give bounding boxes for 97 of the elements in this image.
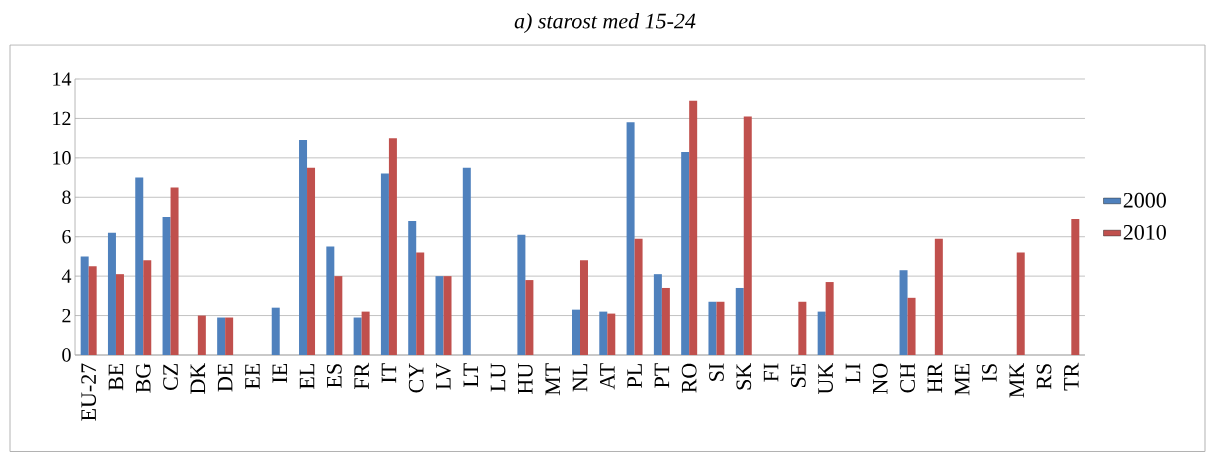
bar [408, 220, 417, 355]
x-tick-label: BE [108, 363, 124, 391]
bar [326, 246, 335, 355]
bar [798, 301, 807, 355]
bar [388, 138, 397, 355]
bar [907, 297, 916, 355]
bar [462, 167, 471, 355]
y-tick-label: 0 [62, 348, 71, 362]
y-tick-label: 8 [62, 190, 71, 205]
bar [708, 301, 717, 355]
bar [307, 167, 316, 355]
x-tick-label: PL [627, 364, 642, 388]
bar [80, 256, 89, 355]
x-tick-label: LI [845, 363, 861, 383]
x-tick-label: FR [354, 362, 369, 390]
x-tick-label: SI [709, 363, 724, 381]
bar [743, 116, 752, 355]
bar [517, 234, 526, 355]
x-tick-label: UK [818, 363, 833, 395]
bar [416, 252, 425, 355]
bar [443, 276, 452, 355]
x-tick-label: TR [1064, 362, 1079, 391]
bar [435, 276, 444, 355]
x-tick-label: HU [518, 363, 533, 394]
y-tick-label: 4 [61, 269, 72, 283]
x-tick-label: IT [381, 363, 397, 383]
x-tick-label: FI [763, 363, 779, 382]
y-tick-label: 2 [62, 308, 71, 323]
bar [681, 151, 690, 355]
x-tick-label: EE [245, 363, 260, 390]
x-tick-label: LT [463, 363, 479, 388]
x-tick-label: EL [299, 364, 315, 390]
bar [88, 266, 97, 355]
bar [107, 232, 116, 355]
x-tick-label: PT [654, 363, 670, 388]
bar [115, 274, 124, 355]
bar [899, 270, 908, 355]
x-tick-label: LU [490, 363, 506, 392]
y-tick-label: 12 [53, 111, 71, 126]
chart-title: a) starost med 15-24 [514, 13, 696, 33]
x-tick-label: EU-27 [81, 363, 97, 421]
y-tick-label: 6 [62, 229, 71, 244]
x-tick-label: IS [982, 364, 997, 382]
y-tick-label: 14 [53, 72, 72, 86]
bar [225, 317, 234, 355]
x-tick-label: SE [790, 363, 806, 387]
bar [525, 280, 534, 355]
bar [170, 187, 179, 355]
x-tick-label: NO [872, 363, 888, 394]
x-tick-label: ME [954, 363, 970, 396]
x-tick-label: DK [190, 363, 206, 394]
bar [634, 238, 643, 355]
bar [143, 260, 152, 355]
bar [380, 173, 389, 355]
x-tick-label: RS [1036, 364, 1052, 390]
bar [334, 276, 343, 355]
bar [571, 309, 580, 355]
bar [825, 282, 834, 355]
x-tick-label: CH [900, 363, 915, 393]
x-tick-label: MK [1009, 363, 1024, 398]
bar [361, 311, 370, 355]
bar [353, 317, 362, 355]
bar [135, 177, 144, 355]
bar [689, 100, 698, 355]
x-tick-label: HR [927, 362, 943, 393]
x-tick-label: CZ [163, 363, 178, 390]
bar [735, 287, 744, 355]
bar [607, 313, 616, 355]
bar [299, 140, 308, 355]
x-tick-label: DE [217, 363, 233, 392]
bar [579, 260, 588, 355]
bar [626, 122, 635, 355]
x-tick-label: SK [736, 363, 752, 390]
bar [197, 315, 206, 355]
x-tick-label: BG [135, 363, 151, 393]
bar [716, 301, 725, 355]
bar [1071, 218, 1080, 355]
bar [661, 287, 670, 355]
x-tick-label: ES [326, 364, 342, 388]
legend-label: 2000 [1123, 192, 1166, 208]
x-tick-label: MT [545, 363, 560, 396]
x-tick-label: IE [272, 363, 287, 383]
x-tick-label: LV [436, 363, 451, 390]
bar [934, 238, 943, 355]
x-tick-label: RO [681, 363, 697, 393]
bar [162, 216, 171, 355]
x-tick-label: AT [600, 363, 615, 390]
legend-label: 2010 [1123, 224, 1166, 240]
bar [1016, 252, 1025, 355]
x-tick-label: CY [408, 363, 424, 393]
bar [271, 307, 280, 355]
bar [599, 311, 608, 355]
bar [653, 274, 662, 355]
bar [217, 317, 226, 355]
y-tick-label: 10 [53, 151, 71, 165]
bar [817, 311, 826, 355]
x-tick-label: NL [572, 364, 588, 392]
